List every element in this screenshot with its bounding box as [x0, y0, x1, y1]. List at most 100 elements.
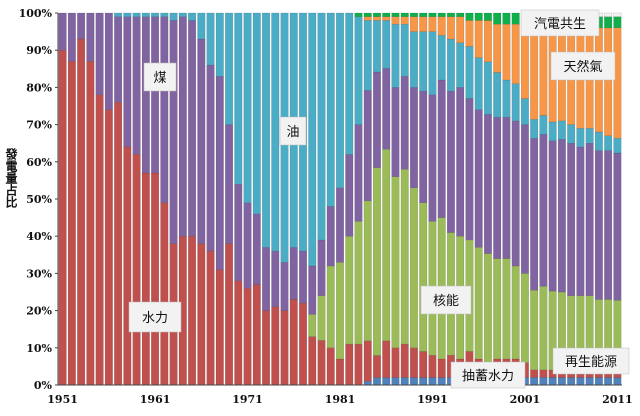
bar-1961-s1 [151, 172, 160, 386]
bar-1996-s3 [474, 109, 483, 248]
bar-1959-s4 [132, 12, 141, 17]
bar-1989-s5 [409, 16, 418, 32]
bar-1992-s4 [437, 35, 446, 81]
bar-1975-s3 [280, 262, 289, 311]
bar-1966-s4 [197, 12, 206, 40]
bar-1971-s4 [243, 12, 252, 203]
y-tick-label: 70% [26, 119, 52, 132]
bar-1992-s3 [437, 79, 446, 218]
bar-1990-s6 [419, 12, 428, 17]
bar-1988-s5 [400, 16, 409, 25]
bar-1980-s3 [326, 206, 335, 267]
bar-2009-s3 [594, 150, 603, 300]
bar-1968-s4 [215, 12, 224, 77]
bar-1995-s3 [465, 98, 474, 241]
bar-1983-s4 [354, 16, 363, 125]
bar-1970-s4 [234, 12, 243, 185]
bar-2003-s3 [539, 134, 548, 287]
bar-1977-s3 [299, 250, 308, 304]
bar-1976-s1 [289, 299, 298, 386]
bar-1989-s0 [409, 377, 418, 386]
svg-text:汽電共生: 汽電共生 [534, 17, 586, 32]
bar-1984-s1 [363, 340, 372, 382]
bar-1959-s1 [132, 154, 141, 386]
y-tick-label: 60% [26, 156, 52, 169]
bar-1994-s6 [456, 12, 465, 17]
bar-1988-s6 [400, 12, 409, 17]
bar-2000-s2 [511, 265, 520, 360]
svg-text:再生能源: 再生能源 [565, 355, 617, 370]
bar-2010-s0 [604, 377, 613, 386]
x-tick-label: 1951 [47, 393, 78, 406]
bar-2005-s0 [557, 377, 566, 386]
bar-1960-s3 [141, 16, 150, 174]
bar-1973-s3 [262, 247, 271, 311]
bar-2004-s3 [548, 140, 557, 292]
bar-2010-s7 [604, 12, 613, 17]
bar-1963-s4 [169, 12, 178, 21]
x-tick-label: 2001 [510, 393, 541, 406]
bar-1967-s4 [206, 12, 215, 66]
bar-2005-s4 [557, 120, 566, 140]
bar-2011-s3 [613, 152, 622, 301]
bar-1980-s4 [326, 12, 335, 207]
bar-1987-s3 [391, 87, 400, 177]
bar-1997-s6 [483, 12, 492, 21]
x-tick-labels: 1951 1961 1971 1981 1991 2001 2011 [47, 393, 632, 406]
x-tick-label: 1971 [232, 393, 263, 406]
bar-1997-s5 [483, 20, 492, 63]
bar-2001-s3 [520, 124, 529, 274]
bar-1962-s3 [160, 16, 169, 203]
bar-1987-s0 [391, 377, 400, 386]
bar-1988-s2 [400, 169, 409, 345]
bar-1972-s3 [252, 213, 261, 285]
bar-1957-s1 [114, 102, 123, 386]
bar-1986-s0 [382, 377, 391, 386]
bar-2005-s3 [557, 139, 566, 293]
bar-1972-s1 [252, 284, 261, 386]
bar-1992-s6 [437, 12, 446, 17]
bar-1991-s5 [428, 16, 437, 32]
bar-1955-s1 [95, 94, 104, 386]
bar-2008-s4 [585, 128, 594, 144]
bar-1999-s2 [502, 258, 511, 360]
bar-2011-s7 [613, 12, 622, 17]
bar-1974-s3 [271, 250, 280, 308]
bar-1988-s4 [400, 23, 409, 77]
bar-1951-s3 [58, 12, 67, 51]
bar-2010-s6 [604, 16, 613, 29]
bar-1990-s3 [419, 90, 428, 203]
bar-1998-s2 [493, 258, 502, 360]
bar-1996-s6 [474, 12, 483, 21]
label-oil: 油 [279, 116, 307, 146]
bar-2011-s4 [613, 138, 622, 154]
bar-1989-s1 [409, 347, 418, 378]
bar-2002-s4 [530, 119, 539, 139]
bar-1983-s2 [354, 221, 363, 345]
svg-text:抽蓄水力: 抽蓄水力 [462, 369, 514, 384]
y-tick-label: 50% [26, 193, 52, 206]
bar-1990-s1 [419, 351, 428, 378]
bar-2000-s4 [511, 83, 520, 122]
bar-1981-s2 [336, 262, 344, 360]
bar-1989-s3 [409, 87, 418, 189]
bar-1999-s4 [502, 79, 511, 118]
bar-1962-s4 [160, 12, 169, 17]
bar-1983-s6 [354, 12, 363, 17]
bar-2001-s4 [520, 98, 529, 125]
label-pumped: 抽蓄水力 [450, 361, 526, 389]
bar-1994-s3 [456, 87, 465, 237]
bar-1981-s3 [336, 187, 344, 263]
bar-1998-s4 [493, 72, 502, 118]
bar-1967-s1 [206, 250, 215, 386]
bar-1984-s4 [363, 20, 372, 91]
bar-1971-s1 [243, 288, 252, 386]
bar-1964-s4 [178, 12, 187, 17]
bar-1997-s2 [483, 253, 492, 363]
bar-2002-s0 [530, 377, 539, 386]
bar-1996-s4 [474, 57, 483, 110]
bar-2011-s0 [613, 377, 622, 386]
bar-1985-s6 [372, 12, 381, 17]
bar-1986-s6 [382, 12, 391, 17]
